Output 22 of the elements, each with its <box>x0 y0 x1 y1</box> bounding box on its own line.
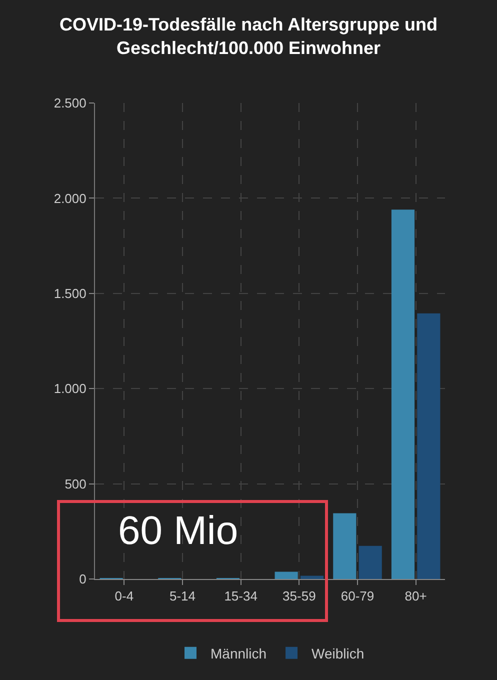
bar <box>333 513 356 579</box>
y-tick-label: 1.500 <box>54 286 86 301</box>
x-tick-label: 15-34 <box>224 588 258 604</box>
bar <box>274 572 298 579</box>
legend-label: Männlich <box>210 645 267 662</box>
bar <box>391 210 415 579</box>
bar <box>417 313 440 579</box>
y-tick-label: 2.000 <box>54 190 86 206</box>
y-tick-label: 500 <box>64 476 86 492</box>
y-tick-label: 1.000 <box>54 381 86 396</box>
x-tick-label: 0-4 <box>114 588 134 604</box>
x-tick-label: 80+ <box>404 588 427 604</box>
y-tick-label: 0 <box>79 572 86 587</box>
y-tick-label: 2.500 <box>54 96 86 111</box>
chart-title: COVID-19-Todesfälle nach Altersgruppe und Geschlecht/100.000 Einwohner <box>59 14 438 58</box>
legend-label: Weiblich <box>312 645 364 662</box>
x-tick-label: 5-14 <box>169 588 196 604</box>
x-tick-label: 35-59 <box>282 588 316 604</box>
annotation: 60 Mio <box>118 509 238 554</box>
bar <box>300 576 324 579</box>
bar <box>358 546 382 579</box>
x-tick-label: 60-79 <box>340 588 374 604</box>
